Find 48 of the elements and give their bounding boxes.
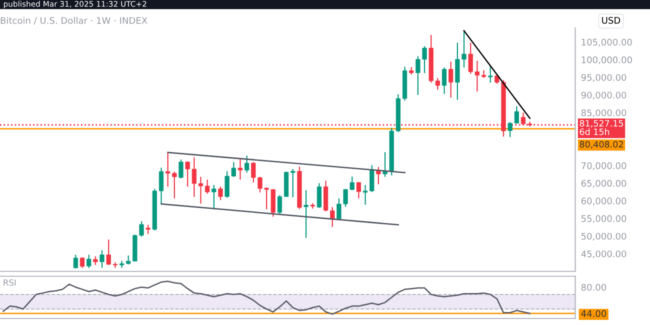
- y-tick-label: 45,000.00: [581, 250, 626, 258]
- chart-title: Bitcoin / U.S. Dollar · 1W · INDEX: [0, 16, 148, 25]
- y-tick-label: 90,000.00: [581, 92, 626, 100]
- candlestick: [277, 194, 282, 216]
- y-tick-label: 65,000.00: [581, 180, 626, 188]
- candlestick: [106, 239, 111, 266]
- candlestick: [244, 155, 250, 174]
- line-series: [2, 280, 531, 315]
- y-tick-label: 105,000.00: [582, 38, 632, 47]
- y-tick-label: 70,000.00: [582, 162, 626, 170]
- candlestick: [218, 186, 223, 201]
- y-tick-label: 95,000.00: [581, 74, 626, 82]
- candlestick: [488, 66, 493, 84]
- y-tick-label: 100,000.00: [582, 56, 632, 64]
- candlestick: [290, 168, 296, 198]
- y-tick-label: 55,000.00: [582, 215, 626, 223]
- chart-title: RSI: [4, 279, 16, 286]
- candlestick: [158, 167, 164, 204]
- y-tick-label: 50,000.00: [582, 232, 626, 241]
- candlestick: [316, 182, 322, 208]
- y-axis-title: USD: [602, 16, 620, 24]
- candlestick: [212, 184, 216, 210]
- candlestick: [370, 164, 374, 193]
- candlestick: [100, 250, 104, 268]
- candlestick: [448, 60, 454, 98]
- candlestick: [323, 180, 328, 212]
- candlestick: [435, 77, 440, 90]
- candlestick: [362, 184, 368, 206]
- ref-line-label: 81,527.15 6d 15h: [580, 120, 624, 136]
- candlestick: [119, 260, 124, 268]
- candlestick: [382, 152, 388, 178]
- candlestick: [178, 158, 184, 179]
- y-tick-label: 60,000.00: [581, 198, 626, 206]
- y-tick-label: 85,000.00: [581, 109, 626, 118]
- y-tick-label: 80.00: [581, 284, 606, 291]
- candlestick: [481, 70, 486, 79]
- candlestick: [304, 190, 308, 238]
- candlestick: [198, 176, 204, 204]
- y-tick-label: 44.00: [581, 310, 606, 317]
- ref-line-label: 80,408.02: [580, 141, 623, 149]
- candlestick: [86, 254, 92, 268]
- candlestick: [205, 179, 210, 194]
- candlestick: [442, 66, 447, 94]
- candlestick: [330, 206, 335, 228]
- candlestick: [238, 158, 243, 180]
- candlestick: [146, 224, 150, 235]
- candlestick: [356, 182, 362, 199]
- candlestick: [73, 254, 78, 270]
